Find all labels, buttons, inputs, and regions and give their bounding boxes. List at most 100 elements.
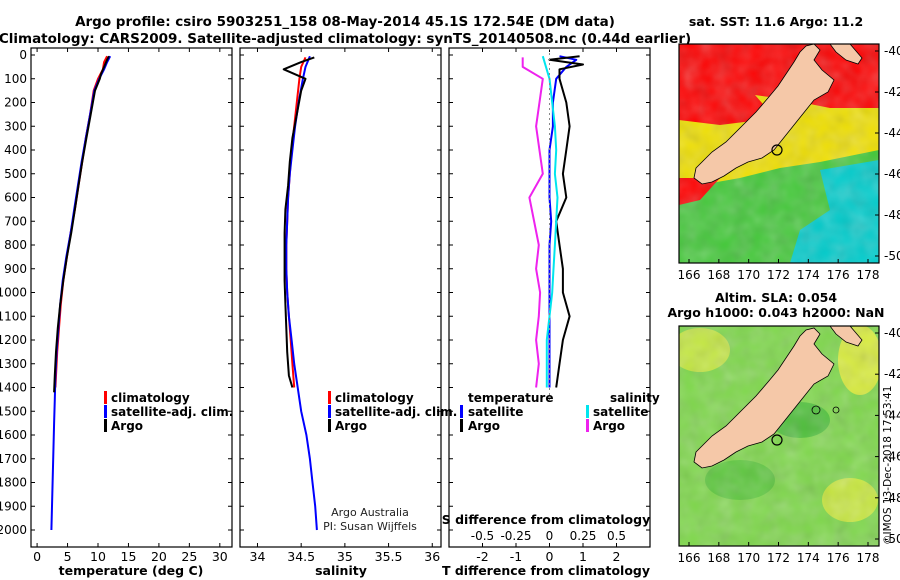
depth-tick-label: 1800 bbox=[0, 476, 27, 490]
series-s-satellite bbox=[541, 55, 559, 388]
legend-swatch-t-argo bbox=[460, 419, 463, 432]
x-tick-label: 0 bbox=[33, 549, 41, 564]
lat-tick-label: -50 bbox=[884, 532, 900, 546]
sla-map bbox=[679, 326, 879, 546]
depth-tick-label: 1600 bbox=[0, 428, 27, 442]
difference-legend: temperature salinity satellite Argo sate… bbox=[460, 391, 660, 433]
depth-tick-label: 1400 bbox=[0, 381, 27, 395]
series-climatology bbox=[54, 55, 108, 388]
depth-tick-label: 300 bbox=[4, 119, 27, 133]
x-tick-label: -2 bbox=[476, 549, 488, 564]
x-tick-label: 35 bbox=[337, 549, 353, 564]
depth-tick-label: 0 bbox=[19, 48, 27, 62]
legend-label-climatology: climatology bbox=[111, 391, 190, 405]
figure-title-line2: Climatology: CARS2009. Satellite-adjuste… bbox=[0, 31, 691, 47]
legend-swatch-climatology bbox=[328, 391, 331, 404]
depth-tick-label: 500 bbox=[4, 167, 27, 181]
s-difference-tick-label: 0.5 bbox=[607, 529, 626, 543]
sla-map-title2: Argo h1000: 0.043 h2000: NaN bbox=[667, 305, 884, 320]
sla-argo-location-marker bbox=[771, 434, 783, 446]
lat-tick-label: -48 bbox=[884, 491, 900, 505]
lon-tick-label: 178 bbox=[857, 551, 880, 565]
depth-tick-label: 800 bbox=[4, 238, 27, 252]
legend-swatch-climatology bbox=[104, 391, 107, 404]
s-difference-tick-label: 0 bbox=[546, 529, 554, 543]
north-island-land bbox=[829, 44, 863, 65]
lat-tick-label: -42 bbox=[884, 85, 900, 99]
lon-tick-label: 178 bbox=[857, 268, 880, 282]
x-tick-label: 1 bbox=[579, 549, 587, 564]
salinity-panel bbox=[239, 47, 442, 548]
depth-tick-label: 1500 bbox=[0, 404, 27, 418]
depth-tick-label: 700 bbox=[4, 214, 27, 228]
figure-title-line1: Argo profile: csiro 5903251_158 08-May-2… bbox=[75, 14, 615, 30]
temperature-panel bbox=[30, 47, 233, 548]
legend-label-s-argo: Argo bbox=[593, 419, 625, 433]
x-tick-label: 30 bbox=[212, 549, 228, 564]
lon-tick-label: 176 bbox=[827, 551, 850, 565]
north-island-land bbox=[829, 326, 863, 347]
s-difference-label: S difference from climatology bbox=[442, 512, 651, 527]
lon-tick-label: 174 bbox=[797, 268, 820, 282]
s-difference-tick-label: 0.25 bbox=[570, 529, 597, 543]
sst-argo-location-marker bbox=[771, 144, 783, 156]
legend-label-climatology: climatology bbox=[335, 391, 414, 405]
x-tick-label: 36 bbox=[424, 549, 440, 564]
legend-swatch-s-satellite bbox=[586, 405, 589, 418]
sla-contour bbox=[811, 405, 821, 415]
legend-swatch-s-argo bbox=[586, 419, 589, 432]
salinity-xlabel: salinity bbox=[315, 563, 367, 578]
series-climatology bbox=[285, 56, 307, 388]
lon-tick-label: 168 bbox=[707, 551, 730, 565]
x-tick-label: 35.5 bbox=[375, 549, 403, 564]
lat-tick-label: -40 bbox=[884, 326, 900, 340]
legend-swatch-satellite bbox=[328, 405, 331, 418]
depth-tick-label: 600 bbox=[4, 191, 27, 205]
depth-tick-label: 1200 bbox=[0, 333, 27, 347]
x-tick-label: 34.5 bbox=[287, 549, 315, 564]
x-tick-label: 20 bbox=[151, 549, 167, 564]
salinity-legend: climatology satellite-adj. clim. Argo bbox=[328, 391, 457, 433]
s-difference-tick-label: -0.5 bbox=[471, 529, 494, 543]
temperature-xlabel: temperature (deg C) bbox=[59, 563, 204, 578]
sst-texture bbox=[679, 44, 879, 263]
x-tick-label: 15 bbox=[121, 549, 137, 564]
sla-contour bbox=[832, 406, 840, 414]
lat-tick-label: -44 bbox=[884, 126, 900, 140]
legend-label-argo: Argo bbox=[335, 419, 367, 433]
depth-tick-label: 200 bbox=[4, 96, 27, 110]
legend-swatch-argo bbox=[104, 419, 107, 432]
x-tick-label: -1 bbox=[510, 549, 522, 564]
lat-tick-label: -44 bbox=[884, 408, 900, 422]
series-t-argo bbox=[548, 55, 584, 388]
difference-xlabel: T difference from climatology bbox=[442, 563, 650, 578]
legend-label-s-satellite: satellite bbox=[593, 405, 648, 419]
legend-label-t-argo: Argo bbox=[468, 419, 500, 433]
legend-swatch-t-satellite bbox=[460, 405, 463, 418]
x-tick-label: 34 bbox=[250, 549, 266, 564]
legend-label-satellite: satellite-adj. clim. bbox=[111, 405, 233, 419]
depth-tick-label: 2000 bbox=[0, 523, 27, 537]
lon-tick-label: 176 bbox=[827, 268, 850, 282]
lon-tick-label: 166 bbox=[678, 551, 701, 565]
lon-tick-label: 174 bbox=[797, 551, 820, 565]
lon-tick-label: 166 bbox=[678, 268, 701, 282]
series-argo bbox=[53, 55, 110, 393]
lon-tick-label: 170 bbox=[737, 268, 760, 282]
series-satellite-adj-clim- bbox=[50, 55, 112, 531]
legend-title-temperature: temperature bbox=[468, 391, 553, 405]
series-argo bbox=[282, 56, 315, 388]
depth-tick-label: 1300 bbox=[0, 357, 27, 371]
legend-label-argo: Argo bbox=[111, 419, 143, 433]
s-difference-tick-label: -0.25 bbox=[500, 529, 531, 543]
legend-swatch-argo bbox=[328, 419, 331, 432]
series-satellite-adj-clim- bbox=[285, 55, 318, 531]
pi-annotation: PI: Susan Wijffels bbox=[323, 520, 417, 533]
lat-tick-label: -48 bbox=[884, 208, 900, 222]
lon-tick-label: 172 bbox=[767, 551, 790, 565]
temperature-legend: climatology satellite-adj. clim. Argo bbox=[104, 391, 233, 433]
south-island-land bbox=[693, 327, 835, 469]
x-tick-label: 0 bbox=[546, 549, 554, 564]
legend-swatch-satellite bbox=[104, 405, 107, 418]
